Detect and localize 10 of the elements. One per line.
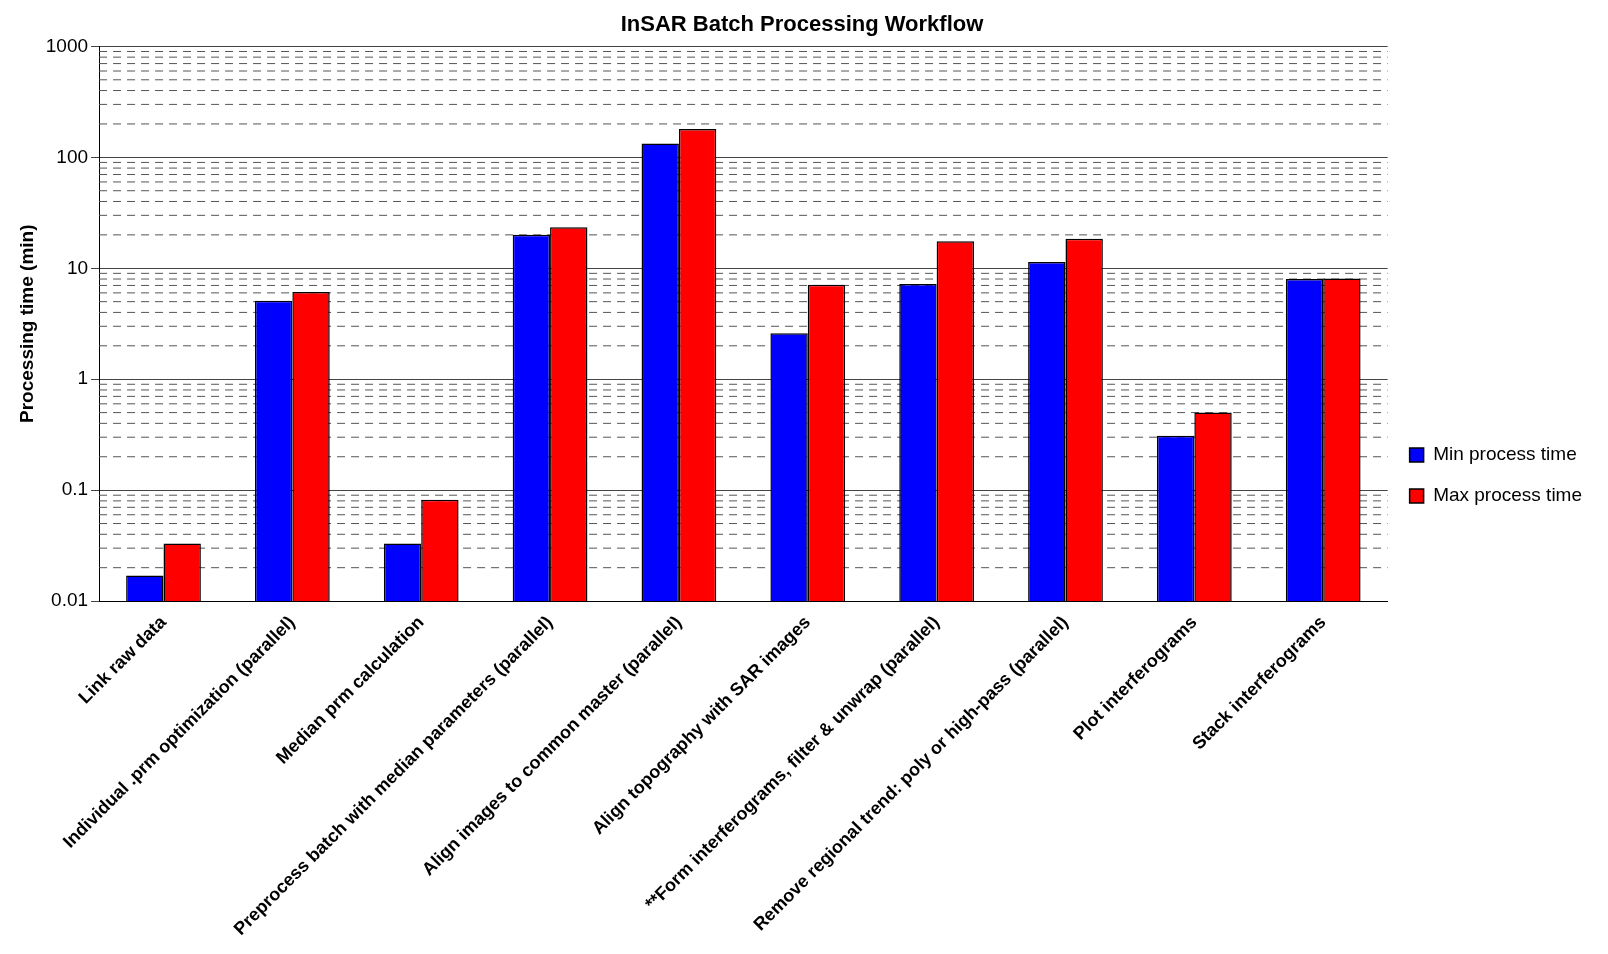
y-tick-label: 0.1 [61,478,89,500]
chart-title: InSAR Batch Processing Workflow [620,11,985,37]
y-tick-label: 10 [66,256,89,278]
y-tick-label: 100 [56,145,89,167]
y-tick-label: 1 [77,367,89,389]
legend-label: Max process time [1433,484,1582,506]
y-tick-label: 1000 [45,34,89,56]
y-axis-title: Processing time (min) [15,224,37,423]
legend-label: Min process time [1433,443,1577,465]
y-tick-label: 0.01 [51,589,89,611]
